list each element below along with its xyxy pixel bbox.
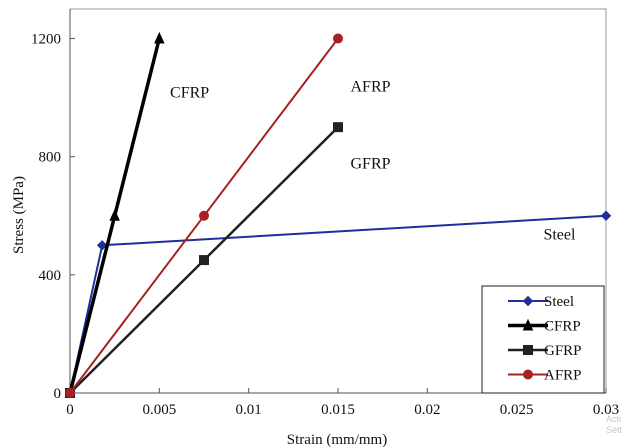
data-point-cfrp [154, 31, 165, 44]
watermark-line-2: Sett [606, 425, 623, 435]
data-point-steel [600, 210, 612, 221]
watermark-line-1: Acti [606, 414, 622, 424]
y-tick-label: 0 [54, 386, 62, 402]
data-point-cfrp [109, 209, 120, 221]
legend-label-afrp: AFRP [544, 368, 582, 384]
x-tick-label: 0.03 [593, 402, 619, 418]
x-axis-title: Strain (mm/mm) [287, 432, 387, 448]
legend-marker-gfrp [523, 345, 533, 355]
x-tick-label: 0.005 [142, 402, 176, 418]
x-tick-label: 0 [66, 402, 74, 418]
legend-box [481, 285, 605, 394]
x-ticks: 0 0.005 0.01 0.015 0.02 0.025 0.03 [66, 388, 619, 418]
legend-marker-cfrp [522, 318, 534, 331]
y-ticks: 0 400 800 1200 [31, 32, 75, 402]
data-point-steel [96, 240, 108, 251]
activation-watermark: Acti Sett [606, 414, 632, 436]
annotation-layer: CFRP AFRP GFRP Steel [170, 79, 576, 244]
data-point-gfrp [199, 255, 209, 266]
legend-label-steel: Steel [544, 294, 574, 310]
data-point-afrp [199, 210, 209, 221]
legend-marker-afrp [523, 369, 533, 380]
legend-marker-steel [522, 295, 534, 307]
legend-label-gfrp: GFRP [544, 343, 582, 359]
x-tick-label: 0.015 [321, 402, 355, 418]
y-axis-title: Stress (MPa) [11, 176, 27, 254]
annotation-gfrp: GFRP [351, 156, 391, 173]
annotation-cfrp: CFRP [170, 85, 209, 102]
y-tick-label: 400 [39, 268, 62, 284]
data-point-afrp [333, 33, 343, 44]
x-tick-label: 0.025 [500, 402, 534, 418]
x-tick-label: 0.02 [414, 402, 440, 418]
data-point-afrp [65, 388, 75, 398]
y-tick-label: 1200 [31, 32, 61, 48]
data-point-gfrp [333, 122, 343, 133]
series-layer [64, 31, 612, 399]
x-tick-label: 0.01 [236, 402, 262, 418]
legend-label-cfrp: CFRP [544, 319, 581, 335]
annotation-steel: Steel [543, 226, 576, 243]
y-tick-label: 800 [39, 150, 62, 166]
legend: Steel CFRP GFRP AFRP [481, 285, 605, 394]
annotation-afrp: AFRP [351, 79, 391, 96]
